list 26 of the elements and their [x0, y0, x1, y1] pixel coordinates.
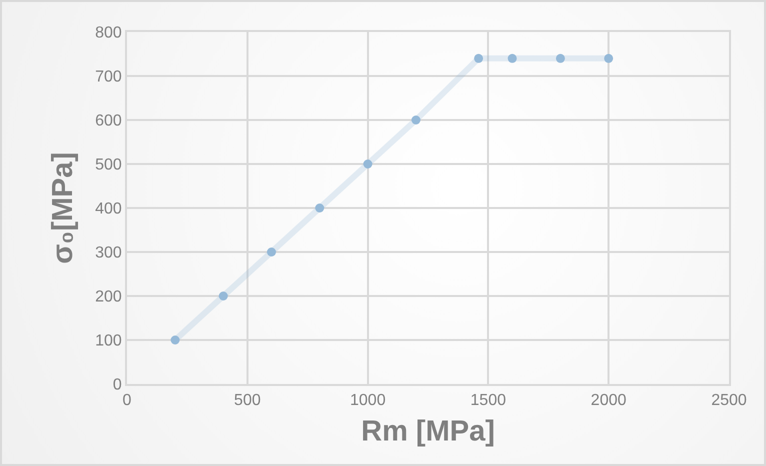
- point: [170, 336, 180, 344]
- point: [474, 54, 484, 63]
- x-axis-title: Rm [MPa]: [361, 416, 495, 448]
- y-tick-label: 0: [112, 376, 122, 394]
- point: [315, 204, 324, 212]
- point: [508, 54, 517, 63]
- x-tick-label: 1500: [470, 392, 506, 410]
- point: [218, 292, 228, 300]
- y-tick-label: 500: [95, 156, 122, 174]
- point: [266, 248, 276, 256]
- y-tick-label: 400: [95, 200, 122, 218]
- y-tick-label: 700: [95, 68, 122, 86]
- y-tick-label: 600: [95, 112, 122, 130]
- point: [604, 54, 614, 63]
- point: [411, 116, 420, 124]
- y-tick-label: 200: [95, 288, 122, 306]
- x-tick-label: 2000: [590, 392, 626, 410]
- x-tick-label: 1000: [350, 392, 386, 410]
- y-axis-title: σ₀[MPa]: [46, 152, 79, 264]
- point: [556, 54, 565, 63]
- point: [363, 160, 372, 168]
- y-tick-label: 800: [95, 24, 122, 42]
- x-tick-label: 500: [234, 392, 261, 410]
- y-tick-label: 300: [95, 244, 122, 262]
- x-tick-label: 2500: [711, 392, 747, 410]
- y-tick-label: 100: [95, 332, 122, 350]
